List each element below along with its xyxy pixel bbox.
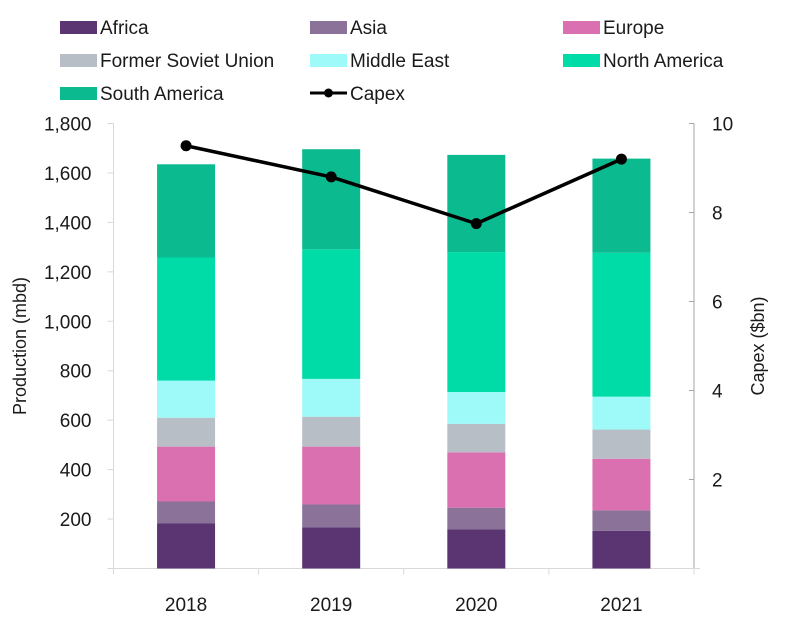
legend-marker-icon [324,88,333,98]
legend-item-asia: Asia [310,18,387,39]
bar-segment-middle-east [157,380,216,418]
bar-segment-asia [157,501,216,524]
bar-segment-asia [302,504,361,528]
bar-segment-europe [302,446,361,505]
y2-tick-label: 6 [712,293,723,314]
legend-swatch [60,21,97,34]
legend-swatch [563,54,600,67]
y-tick-label: 600 [60,411,92,432]
legend-label: South America [100,84,224,105]
bar-segment-asia [447,507,506,530]
y-tick-label: 1,600 [44,164,92,185]
legend-swatch [563,21,600,34]
legend-item-south-america: South America [60,84,224,105]
bar-segment-north-america [592,252,651,397]
bar-segment-north-america [302,249,361,379]
bar-segment-south-america [592,158,651,253]
legend-label: Middle East [350,51,450,72]
y-tick-label: 200 [60,510,92,531]
y-ticks: 200 400 600 800 1,000 1,200 1,400 1,600 1,800 [44,115,114,531]
legend-item-middle-east: Middle East [310,51,450,72]
bar-segment-asia [592,510,651,531]
y2-tick-label: 2 [712,471,723,492]
x-tick-label: 2020 [455,595,497,616]
bar-segment-south-america [447,154,506,253]
bar-segment-north-america [157,257,216,381]
legend-item-former-soviet-union: Former Soviet Union [60,51,274,72]
axes: 200 400 600 800 1,000 1,200 1,400 1,600 1,800 2 4… [44,115,733,617]
capex-line-series [180,140,627,230]
legend: Africa Asia Europe Former Soviet Union Middl… [60,18,724,105]
legend-label: Africa [100,18,149,39]
y-tick-label: 1,800 [44,115,92,136]
y-tick-label: 1,200 [44,263,92,284]
bar-segment-europe [157,446,216,502]
bar-segment-middle-east [447,391,506,424]
y-tick-label: 1,000 [44,312,92,333]
legend-swatch [310,54,347,67]
legend-item-north-america: North America [563,51,724,72]
y2-tick-label: 8 [712,204,723,225]
bar-segment-africa [592,530,651,569]
bar-stack-2020 [447,154,506,569]
y2-tick-label: 4 [712,382,723,403]
legend-item-africa: Africa [60,18,149,39]
legend-swatch [60,87,97,100]
legend-label: Europe [603,18,664,39]
capex-data-point [615,153,627,165]
capex-data-point [325,171,337,183]
bar-segment-former-soviet-union [447,423,506,453]
legend-item-europe: Europe [563,18,664,39]
y2-tick-label: 10 [712,115,733,136]
legend-label: Capex [350,84,405,105]
bar-segment-africa [157,523,216,569]
y-tick-label: 1,400 [44,213,92,234]
bar-segment-africa [447,529,506,569]
legend-label: Asia [350,18,387,39]
y2-ticks: 2 4 6 8 10 [689,115,733,492]
bar-segment-former-soviet-union [302,416,361,447]
bar-segment-former-soviet-union [592,429,651,459]
legend-label: North America [603,51,724,72]
bar-segment-middle-east [302,378,361,417]
bar-segment-former-soviet-union [157,417,216,447]
bars [157,149,651,569]
bar-segment-north-america [447,252,506,392]
capex-data-point [180,140,192,152]
bar-stack-2018 [157,164,216,569]
x-tick-label: 2019 [310,595,352,616]
x-tick-label: 2018 [165,595,207,616]
bar-segment-europe [592,458,651,511]
y-tick-label: 800 [60,362,92,383]
x-tick-label: 2021 [600,595,642,616]
x-ticks: 2018 2019 2020 2021 [113,568,695,616]
legend-label: Former Soviet Union [100,51,274,72]
bar-segment-europe [447,452,506,508]
bar-segment-middle-east [592,396,651,430]
legend-swatch [60,54,97,67]
y-axis-title: Production (mbd) [10,277,30,415]
bar-stack-2021 [592,158,651,569]
bar-segment-south-america [157,164,216,258]
legend-swatch [310,21,347,34]
legend-item-capex: Capex [310,84,405,105]
bar-segment-africa [302,527,361,569]
bar-segment-south-america [302,149,361,250]
bar-stack-2019 [302,149,361,569]
y-tick-label: 400 [60,461,92,482]
y2-axis-title: Capex ($bn) [748,296,768,395]
capex-data-point [470,218,482,230]
capex-line-path [185,144,623,226]
